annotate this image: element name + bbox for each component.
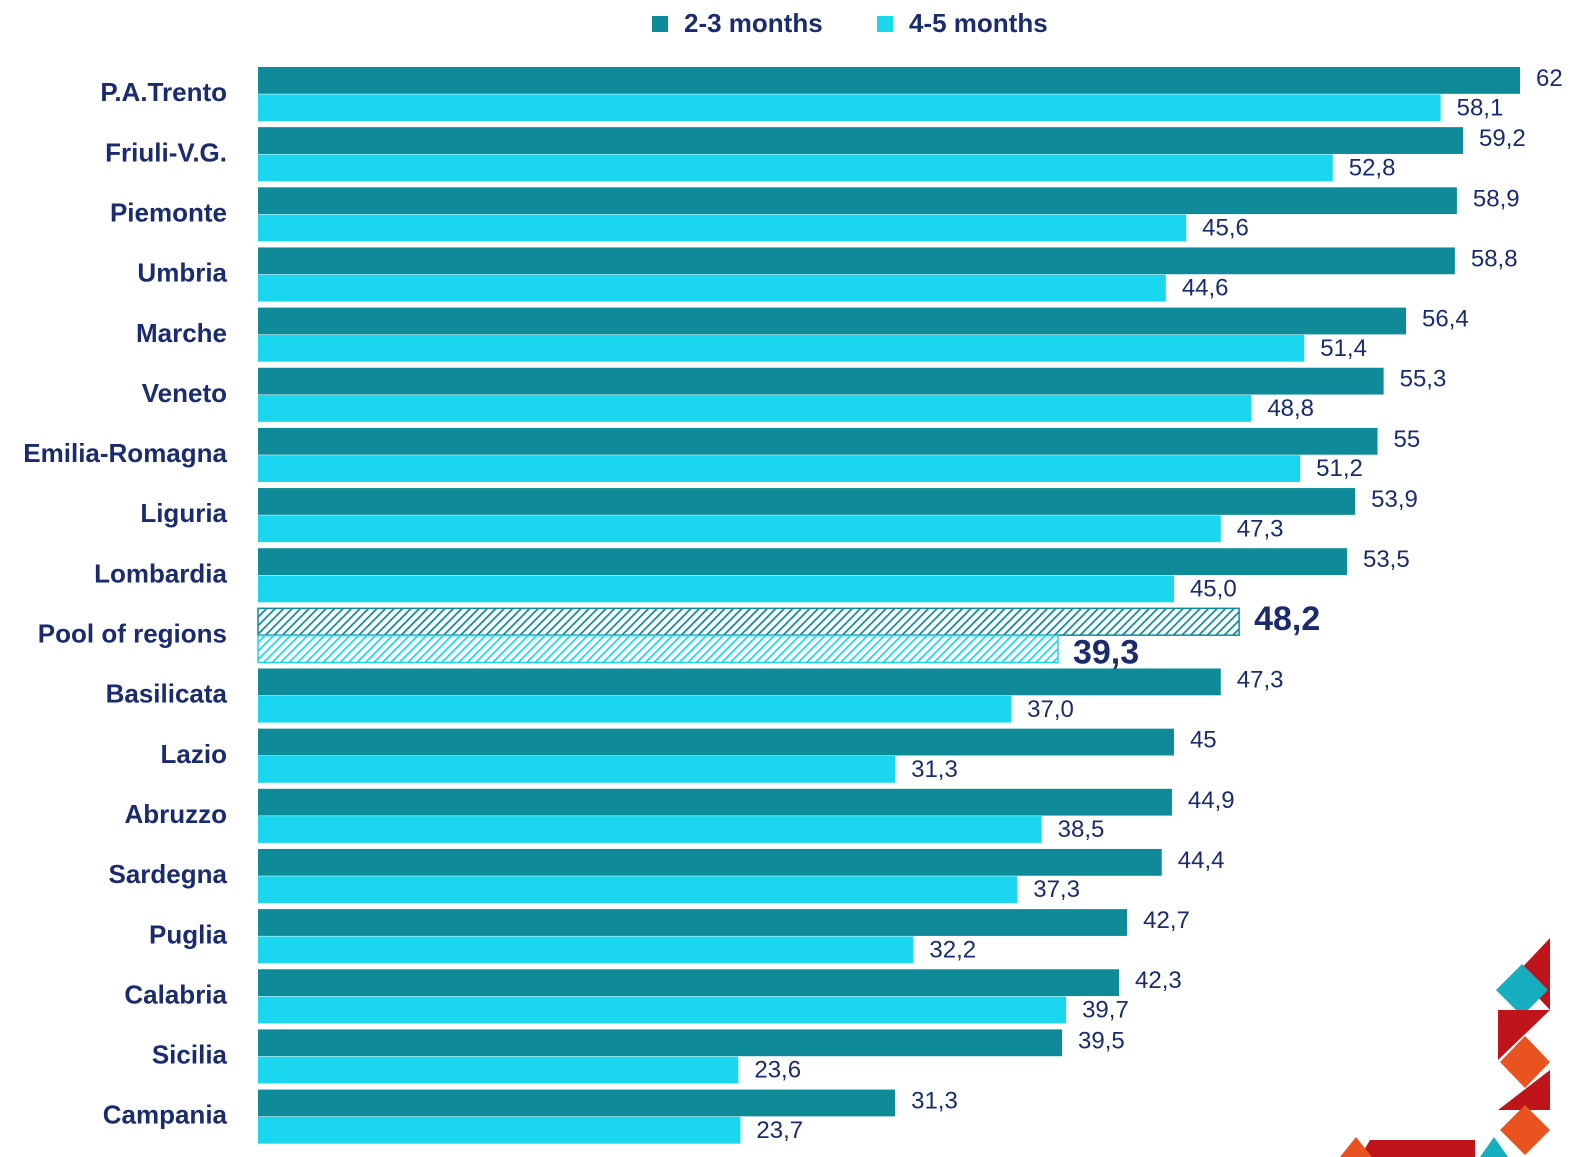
value-label: 23,6 xyxy=(754,1057,801,1084)
bar xyxy=(258,816,1042,843)
bar xyxy=(258,669,1221,696)
value-label: 51,4 xyxy=(1320,335,1367,362)
bar xyxy=(258,275,1166,302)
legend-swatch xyxy=(652,16,668,32)
value-label: 44,6 xyxy=(1182,275,1229,302)
value-label: 31,3 xyxy=(911,756,958,783)
bar xyxy=(258,215,1186,242)
bar xyxy=(258,368,1384,395)
legend-swatch xyxy=(877,16,893,32)
value-label: 51,2 xyxy=(1316,455,1363,482)
value-label: 52,8 xyxy=(1349,154,1396,181)
value-label: 45,0 xyxy=(1190,575,1237,602)
category-label: Liguria xyxy=(140,498,227,528)
bar xyxy=(258,428,1378,455)
category-label: Sardegna xyxy=(109,859,228,889)
value-label: 38,5 xyxy=(1058,816,1105,843)
category-label: Sicilia xyxy=(152,1040,228,1070)
value-label: 53,9 xyxy=(1371,486,1418,513)
bar xyxy=(258,1117,740,1144)
value-label: 58,9 xyxy=(1473,185,1520,212)
value-label: 53,5 xyxy=(1363,546,1410,573)
bar xyxy=(258,455,1300,482)
bar xyxy=(258,1057,738,1084)
legend-label: 2-3 months xyxy=(684,8,823,38)
category-label: Abruzzo xyxy=(124,799,227,829)
bar xyxy=(258,308,1406,335)
bar xyxy=(258,997,1066,1024)
bar xyxy=(258,876,1017,903)
bar xyxy=(258,548,1347,575)
value-label: 44,4 xyxy=(1178,847,1225,874)
value-label: 37,3 xyxy=(1033,876,1080,903)
value-label: 37,0 xyxy=(1027,696,1074,723)
category-label: Pool of regions xyxy=(38,619,227,649)
bar xyxy=(258,94,1441,121)
value-label: 47,3 xyxy=(1237,666,1284,693)
bar xyxy=(258,488,1355,515)
highlight-bar xyxy=(258,608,1239,635)
bar xyxy=(258,936,913,963)
category-label: Calabria xyxy=(124,979,227,1009)
value-label: 23,7 xyxy=(756,1117,803,1144)
value-label: 39,3 xyxy=(1073,633,1139,671)
legend-label: 4-5 months xyxy=(909,8,1048,38)
value-label: 55 xyxy=(1394,426,1421,453)
value-label: 39,5 xyxy=(1078,1027,1125,1054)
bar xyxy=(258,1090,895,1117)
decoration xyxy=(1340,938,1550,1157)
bar xyxy=(258,696,1011,723)
value-label: 44,9 xyxy=(1188,787,1235,814)
bar xyxy=(258,909,1127,936)
value-label: 62 xyxy=(1536,65,1563,92)
bar xyxy=(258,395,1251,422)
category-label: Umbria xyxy=(137,258,227,288)
category-label: Friuli-V.G. xyxy=(105,137,227,167)
category-label: Emilia-Romagna xyxy=(23,438,227,468)
bar xyxy=(258,756,895,783)
bar xyxy=(258,127,1463,154)
bar xyxy=(258,969,1119,996)
value-label: 48,2 xyxy=(1254,600,1320,638)
category-label: Marche xyxy=(136,318,227,348)
category-label: Basilicata xyxy=(106,679,228,709)
value-label: 32,2 xyxy=(929,936,976,963)
value-label: 58,1 xyxy=(1457,94,1504,121)
value-label: 42,3 xyxy=(1135,967,1182,994)
value-label: 55,3 xyxy=(1400,366,1447,393)
category-label: Campania xyxy=(103,1100,228,1130)
bar xyxy=(258,515,1221,542)
category-label: Lombardia xyxy=(94,558,227,588)
bar xyxy=(258,67,1520,94)
value-label: 45,6 xyxy=(1202,215,1249,242)
bar xyxy=(258,576,1174,603)
chart: 2-3 months 4-5 months P.A.Trento 62 58,1 Friu… xyxy=(0,0,1586,1157)
bar xyxy=(258,1029,1062,1056)
bar xyxy=(258,187,1457,214)
value-label: 58,8 xyxy=(1471,245,1518,272)
bar xyxy=(258,247,1455,274)
category-label: P.A.Trento xyxy=(100,77,227,107)
value-label: 48,8 xyxy=(1267,395,1314,422)
category-label: Piemonte xyxy=(110,197,227,227)
bar xyxy=(258,729,1174,756)
value-label: 31,3 xyxy=(911,1088,958,1115)
category-label: Lazio xyxy=(161,739,227,769)
bar xyxy=(258,849,1162,876)
bar xyxy=(258,789,1172,816)
value-label: 47,3 xyxy=(1237,515,1284,542)
value-label: 39,7 xyxy=(1082,997,1129,1024)
bar xyxy=(258,154,1333,181)
value-label: 42,7 xyxy=(1143,907,1190,934)
value-label: 56,4 xyxy=(1422,306,1469,333)
category-label: Veneto xyxy=(142,378,227,408)
bar xyxy=(258,335,1304,362)
value-label: 45 xyxy=(1190,727,1217,754)
highlight-bar xyxy=(258,636,1058,663)
category-label: Puglia xyxy=(149,919,228,949)
value-label: 59,2 xyxy=(1479,125,1526,152)
